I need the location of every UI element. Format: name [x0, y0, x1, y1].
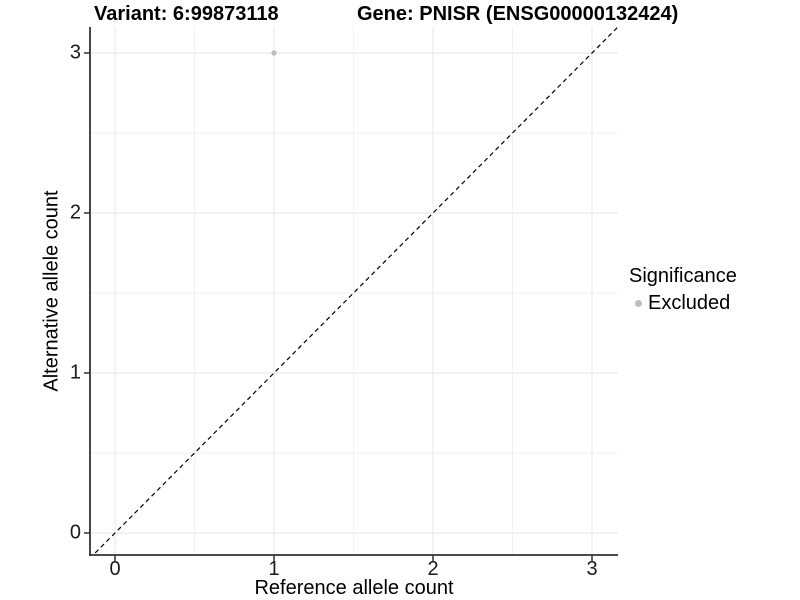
y-tick-label-1: 1 — [69, 361, 81, 384]
y-tick-label-2: 2 — [69, 201, 81, 224]
gridlines-minor — [90, 27, 618, 555]
excluded-marker-circle-icon — [635, 299, 642, 307]
data-point — [271, 50, 277, 56]
legend-item-excluded: Excluded — [629, 292, 737, 314]
legend-title: Significance — [629, 265, 737, 287]
legend: Significance Excluded — [629, 265, 737, 314]
x-tick-label-2: 2 — [427, 558, 439, 580]
y-axis-title: Alternative allele count — [40, 190, 63, 392]
axis-tick-marks — [84, 52, 593, 561]
legend-item-label: Excluded — [648, 291, 731, 314]
identity-reference-line — [92, 27, 618, 555]
y-tick-label-0: 0 — [69, 521, 81, 544]
plot-title-variant: Variant: 6:99873118 — [94, 3, 279, 25]
plot-title-gene: Gene: PNISR (ENSG00000132424) — [357, 3, 679, 25]
axis-lines — [89, 27, 618, 556]
x-tick-label-3: 3 — [586, 558, 598, 580]
x-axis-title: Reference allele count — [254, 577, 454, 599]
x-tick-label-1: 1 — [268, 558, 280, 580]
x-tick-label-0: 0 — [109, 558, 121, 580]
data-points-layer — [271, 50, 277, 56]
y-tick-label-3: 3 — [69, 41, 81, 64]
gridlines-major — [90, 27, 618, 555]
